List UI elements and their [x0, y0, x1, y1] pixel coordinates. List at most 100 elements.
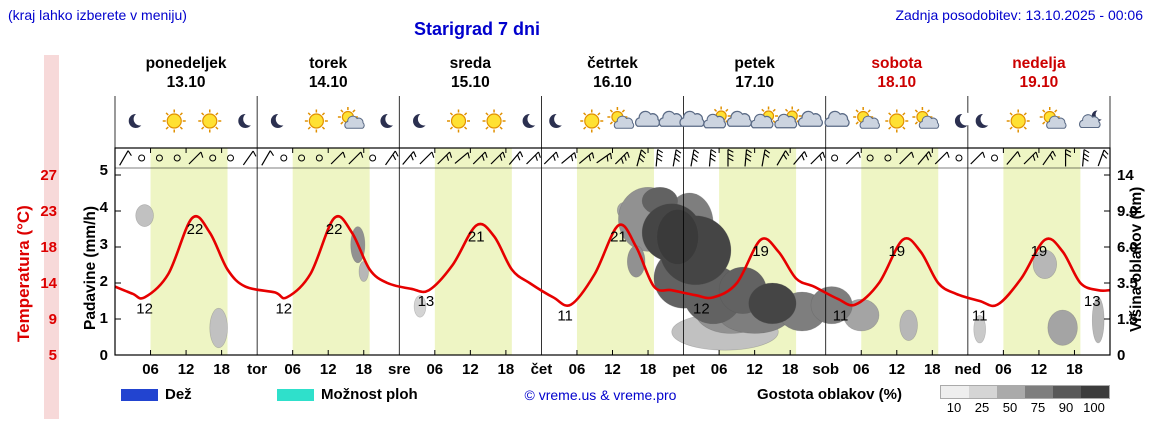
svg-text:06: 06	[711, 361, 728, 378]
cloud-density-step	[941, 386, 969, 398]
svg-text:06: 06	[284, 361, 301, 378]
svg-text:06: 06	[142, 361, 159, 378]
svg-text:18: 18	[40, 239, 57, 256]
svg-text:četrtek: četrtek	[587, 55, 638, 72]
svg-text:sreda: sreda	[450, 55, 492, 72]
sun-icon	[1006, 109, 1030, 133]
svg-text:22: 22	[326, 221, 343, 238]
cloud-cover-blobs	[135, 186, 1105, 351]
svg-text:11: 11	[972, 308, 988, 325]
svg-text:sob: sob	[812, 361, 839, 378]
svg-text:5: 5	[100, 162, 108, 179]
sun-cloud-icon	[607, 107, 635, 129]
svg-text:18: 18	[782, 361, 799, 378]
svg-text:18: 18	[1066, 361, 1083, 378]
svg-text:06: 06	[569, 361, 586, 378]
cloud-density-step-value: 10	[946, 400, 962, 415]
cloud-density-scale-values: 10 25 50 75 90 100	[940, 400, 1108, 415]
daylight-bands	[150, 148, 1081, 355]
moon-icon	[954, 112, 973, 128]
svg-text:nedelja: nedelja	[1012, 55, 1066, 72]
svg-text:sobota: sobota	[871, 55, 922, 72]
svg-text:18: 18	[498, 361, 515, 378]
cloud-density-step-value: 75	[1030, 400, 1046, 415]
cloud-density-step	[969, 386, 997, 398]
svg-text:torek: torek	[309, 55, 347, 72]
sun-cloud-icon	[337, 107, 365, 129]
cloud-icon	[679, 110, 705, 127]
cloud-density-label: Gostota oblakov (%)	[757, 386, 903, 403]
svg-text:19: 19	[1031, 243, 1048, 260]
svg-text:5: 5	[49, 347, 57, 364]
svg-text:06: 06	[995, 361, 1012, 378]
cloud-icon	[797, 110, 823, 127]
sun-cloud-icon	[912, 107, 940, 129]
svg-text:18: 18	[640, 361, 657, 378]
showers-label: Možnost ploh	[321, 386, 418, 403]
svg-text:0: 0	[1117, 347, 1125, 364]
cloud-sun-icon	[774, 106, 802, 129]
svg-text:12: 12	[320, 361, 337, 378]
moon-icon	[270, 112, 289, 128]
svg-text:18: 18	[355, 361, 372, 378]
svg-text:22: 22	[187, 221, 204, 238]
svg-text:12: 12	[888, 361, 905, 378]
svg-text:sre: sre	[388, 361, 411, 378]
svg-text:6.0: 6.0	[1117, 239, 1138, 256]
sun-icon	[580, 109, 604, 133]
svg-text:1: 1	[100, 310, 108, 327]
svg-text:23: 23	[40, 203, 57, 220]
svg-text:12: 12	[1031, 361, 1048, 378]
svg-text:06: 06	[426, 361, 443, 378]
svg-text:11: 11	[833, 308, 849, 325]
svg-text:3.5: 3.5	[1117, 275, 1138, 292]
svg-text:18.10: 18.10	[877, 74, 916, 91]
svg-text:21: 21	[610, 228, 627, 245]
svg-text:petek: petek	[734, 55, 775, 72]
cloud-moon-icon	[1079, 109, 1106, 129]
svg-text:2: 2	[100, 273, 108, 290]
day-gridlines	[115, 148, 1110, 355]
svg-text:11: 11	[557, 308, 573, 325]
svg-text:12: 12	[178, 361, 195, 378]
svg-text:21: 21	[468, 228, 485, 245]
menu-hint: (kraj lahko izberete v meniju)	[8, 7, 187, 23]
moon-icon	[522, 112, 541, 128]
moon-icon	[238, 112, 257, 128]
svg-text:27: 27	[40, 167, 57, 184]
svg-text:12: 12	[136, 300, 153, 317]
cloud-density-step	[1081, 386, 1109, 398]
svg-text:19: 19	[888, 243, 905, 260]
svg-text:12: 12	[604, 361, 621, 378]
svg-text:19.10: 19.10	[1020, 74, 1059, 91]
svg-text:pet: pet	[672, 361, 695, 378]
cloud-icon	[635, 110, 661, 127]
svg-text:06: 06	[853, 361, 870, 378]
cloud-icon	[824, 110, 850, 127]
svg-text:18: 18	[213, 361, 230, 378]
moon-icon	[975, 112, 994, 128]
svg-text:13: 13	[418, 293, 435, 310]
cloud-density-step-value: 50	[1002, 400, 1018, 415]
temperature-curve	[115, 215, 1110, 308]
cloud-sun-icon	[703, 106, 731, 129]
svg-text:ned: ned	[955, 361, 982, 378]
svg-text:13: 13	[1084, 293, 1101, 310]
cloud-density-scale	[940, 385, 1110, 399]
sun-icon	[482, 109, 506, 133]
svg-text:0: 0	[100, 347, 108, 364]
copyright-link[interactable]: © vreme.us & vreme.pro	[524, 387, 677, 403]
svg-text:14: 14	[1117, 167, 1134, 184]
svg-text:17.10: 17.10	[735, 74, 774, 91]
moon-icon	[413, 112, 431, 128]
wind-barbs-row	[119, 149, 1109, 167]
sun-icon	[304, 109, 328, 133]
svg-text:13.10: 13.10	[167, 74, 206, 91]
sun-icon	[447, 109, 471, 133]
svg-text:14.10: 14.10	[309, 74, 348, 91]
rain-label: Dež	[165, 386, 192, 403]
sun-icon	[885, 109, 909, 133]
cloud-density-step	[1025, 386, 1053, 398]
svg-text:12: 12	[746, 361, 763, 378]
